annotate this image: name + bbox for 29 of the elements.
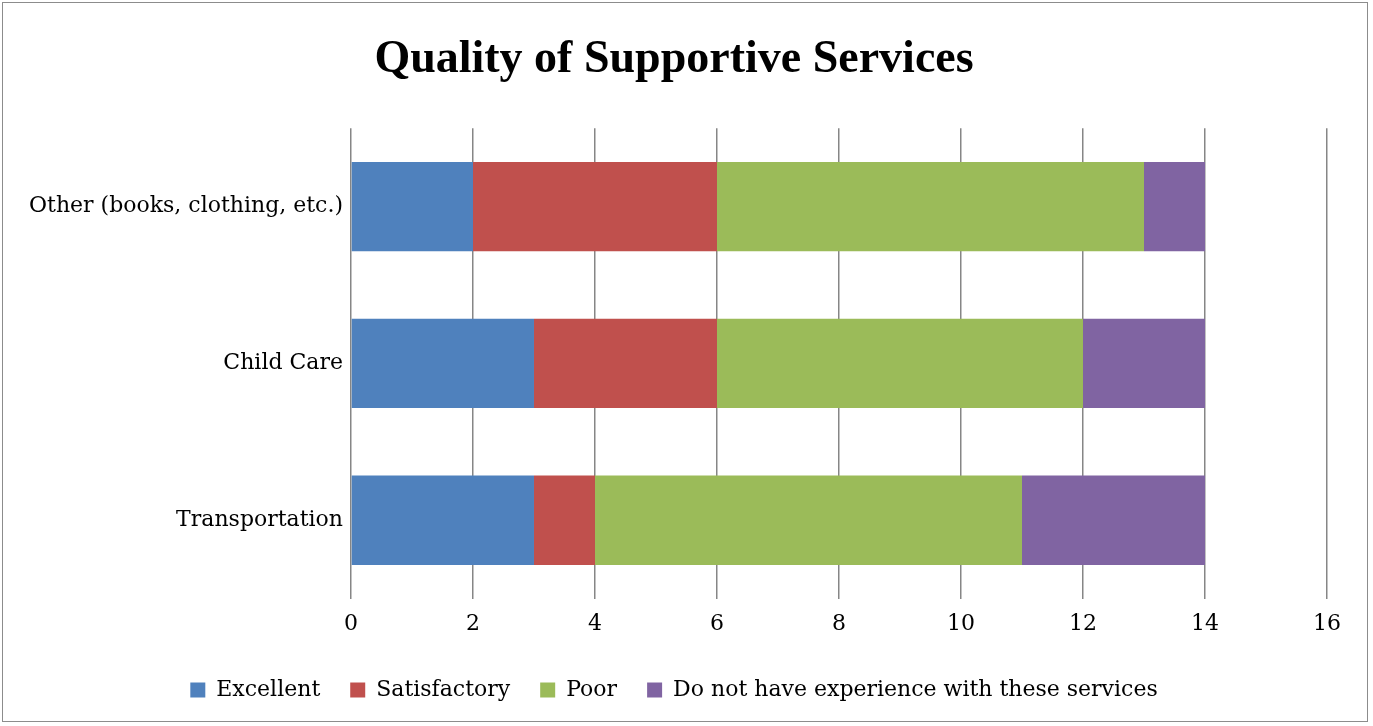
x-tick-label: 6 (709, 609, 724, 635)
bar (594, 475, 1022, 565)
bar (1144, 161, 1205, 252)
bar (1022, 475, 1205, 565)
chart-title: Quality of Supportive Services (374, 31, 974, 83)
y-tick-label: Transportation (176, 505, 343, 531)
x-tick-label: 16 (1313, 609, 1341, 635)
legend-label: Satisfactory (376, 675, 511, 701)
legend-label: Do not have experience with these services (673, 675, 1158, 701)
y-tick-label: Child Care (223, 349, 343, 375)
bar (716, 318, 1083, 409)
legend-label: Excellent (216, 675, 321, 701)
x-tick-label: 14 (1191, 609, 1219, 635)
bar (716, 161, 1144, 252)
x-tick-label: 10 (946, 609, 975, 635)
legend-label: Poor (566, 675, 618, 701)
x-tick-label: 2 (465, 609, 480, 635)
bar (533, 475, 595, 565)
x-tick-label: 4 (587, 609, 602, 635)
y-tick-label: Other (books, clothing, etc.) (29, 192, 343, 218)
bar (533, 318, 717, 409)
x-tick-label: 0 (343, 609, 358, 635)
bar (351, 475, 534, 565)
bar (351, 318, 534, 409)
bar (351, 161, 473, 252)
x-tick-label: 12 (1069, 609, 1097, 635)
bar (1083, 318, 1205, 409)
x-tick-label: 8 (831, 609, 846, 635)
bar (472, 161, 717, 252)
